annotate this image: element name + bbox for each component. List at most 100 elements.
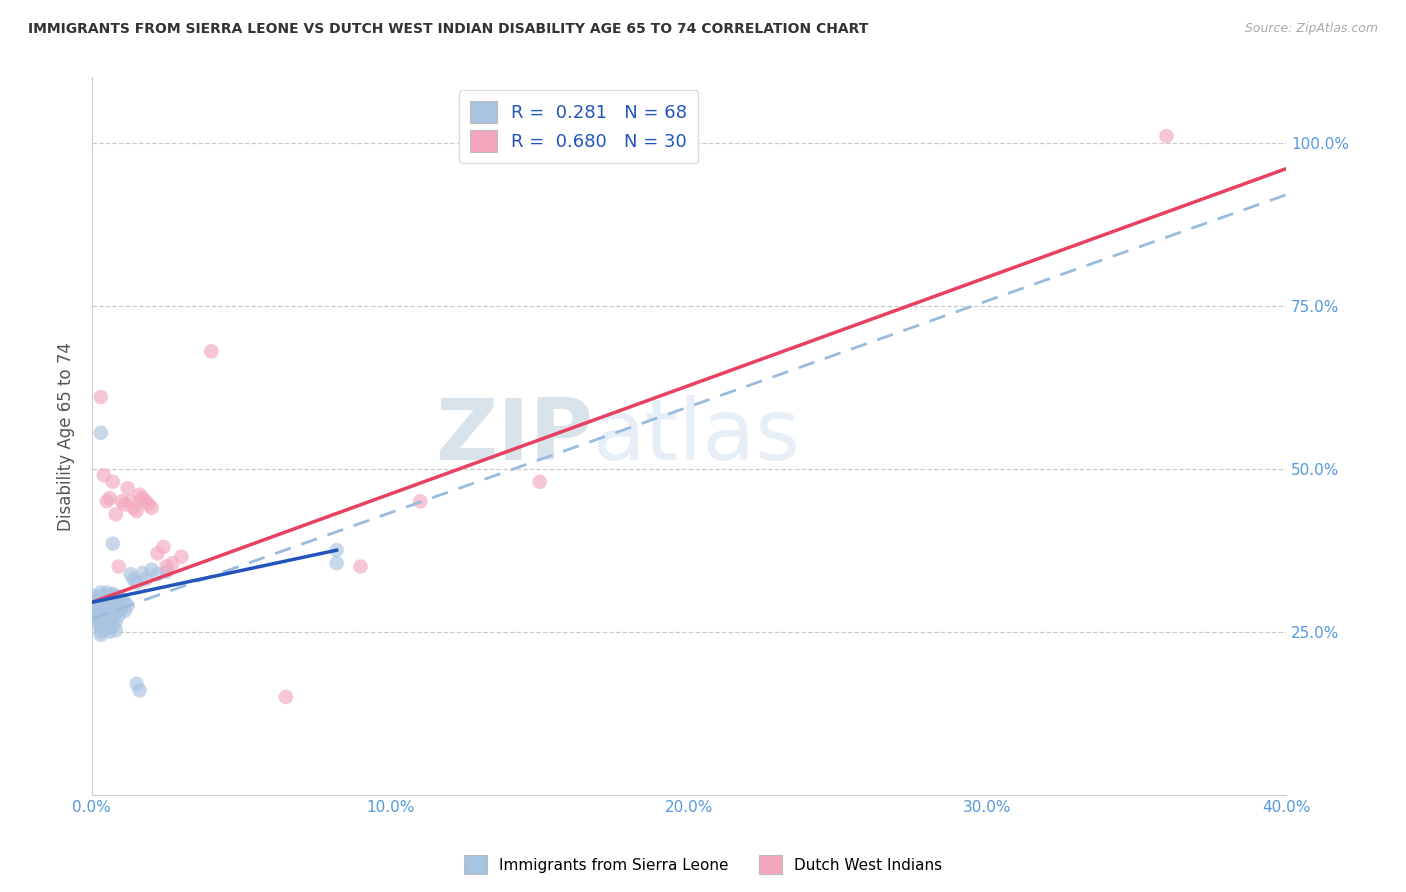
Point	[96, 585, 118, 599]
Point	[98, 589, 121, 603]
Point	[146, 567, 169, 582]
Point	[93, 608, 115, 623]
Point	[98, 624, 121, 639]
Point	[96, 593, 118, 607]
Point	[117, 599, 139, 613]
Point	[409, 494, 432, 508]
Point	[83, 602, 105, 616]
Point	[101, 587, 124, 601]
Point	[87, 592, 110, 607]
Point	[96, 622, 118, 636]
Point	[83, 589, 105, 603]
Point	[125, 677, 148, 691]
Point	[87, 615, 110, 629]
Point	[104, 508, 127, 522]
Point	[111, 592, 134, 607]
Point	[141, 563, 163, 577]
Point	[117, 481, 139, 495]
Point	[93, 595, 115, 609]
Point	[128, 488, 150, 502]
Point	[104, 589, 127, 603]
Point	[93, 589, 115, 603]
Point	[101, 604, 124, 618]
Point	[93, 468, 115, 483]
Legend: Immigrants from Sierra Leone, Dutch West Indians: Immigrants from Sierra Leone, Dutch West…	[458, 849, 948, 880]
Point	[104, 607, 127, 621]
Point	[93, 622, 115, 636]
Point	[83, 595, 105, 609]
Point	[114, 595, 136, 609]
Point	[98, 491, 121, 505]
Point	[96, 494, 118, 508]
Point	[96, 608, 118, 623]
Text: ZIP: ZIP	[436, 394, 593, 477]
Point	[274, 690, 297, 704]
Point	[104, 624, 127, 638]
Point	[90, 624, 112, 639]
Point	[155, 559, 177, 574]
Point	[349, 559, 371, 574]
Text: IMMIGRANTS FROM SIERRA LEONE VS DUTCH WEST INDIAN DISABILITY AGE 65 TO 74 CORREL: IMMIGRANTS FROM SIERRA LEONE VS DUTCH WE…	[28, 22, 869, 37]
Point	[90, 602, 112, 616]
Point	[96, 615, 118, 629]
Point	[155, 565, 177, 579]
Point	[131, 566, 153, 580]
Legend: R =  0.281   N = 68, R =  0.680   N = 30: R = 0.281 N = 68, R = 0.680 N = 30	[460, 90, 699, 163]
Point	[122, 573, 145, 587]
Point	[90, 608, 112, 623]
Point	[146, 546, 169, 560]
Text: Source: ZipAtlas.com: Source: ZipAtlas.com	[1244, 22, 1378, 36]
Point	[101, 619, 124, 633]
Text: atlas: atlas	[593, 394, 801, 477]
Point	[111, 494, 134, 508]
Point	[135, 573, 157, 587]
Point	[101, 612, 124, 626]
Point	[114, 604, 136, 618]
Point	[90, 618, 112, 632]
Point	[87, 608, 110, 623]
Point	[125, 504, 148, 518]
Point	[90, 628, 112, 642]
Point	[125, 575, 148, 590]
Point	[90, 622, 112, 636]
Point	[101, 536, 124, 550]
Point	[120, 567, 142, 582]
Y-axis label: Disability Age 65 to 74: Disability Age 65 to 74	[58, 342, 75, 531]
Point	[111, 602, 134, 616]
Point	[122, 500, 145, 515]
Point	[1156, 129, 1178, 144]
Point	[138, 498, 160, 512]
Point	[128, 683, 150, 698]
Point	[98, 618, 121, 632]
Point	[325, 556, 347, 570]
Point	[120, 494, 142, 508]
Point	[104, 615, 127, 629]
Point	[93, 602, 115, 616]
Point	[90, 585, 112, 599]
Point	[141, 500, 163, 515]
Point	[529, 475, 551, 489]
Point	[87, 605, 110, 619]
Point	[93, 615, 115, 629]
Point	[87, 612, 110, 626]
Point	[152, 540, 174, 554]
Point	[90, 425, 112, 440]
Point	[107, 599, 129, 614]
Point	[107, 559, 129, 574]
Point	[87, 599, 110, 613]
Point	[101, 595, 124, 609]
Point	[90, 613, 112, 627]
Point	[98, 610, 121, 624]
Point	[107, 591, 129, 605]
Point	[200, 344, 222, 359]
Point	[114, 498, 136, 512]
Point	[101, 475, 124, 489]
Point	[162, 556, 184, 570]
Point	[90, 390, 112, 404]
Point	[131, 491, 153, 505]
Point	[107, 608, 129, 623]
Point	[98, 595, 121, 609]
Point	[170, 549, 193, 564]
Point	[90, 593, 112, 607]
Point	[135, 494, 157, 508]
